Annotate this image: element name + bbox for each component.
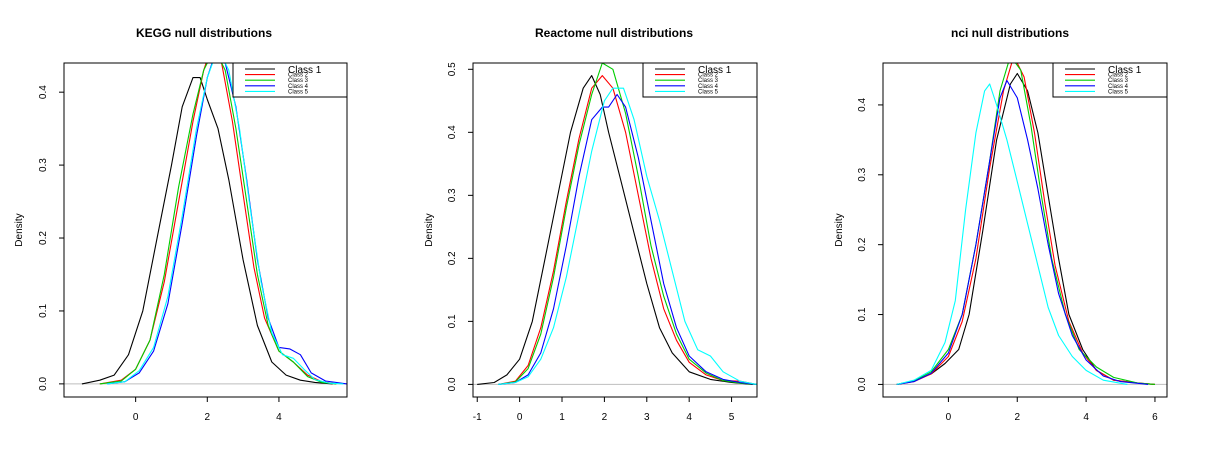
- legend-label: Class 5: [1108, 89, 1129, 95]
- series-group: [477, 63, 757, 385]
- x-axis: 0 2 4 6: [946, 397, 1158, 423]
- x-tick-label: 3: [644, 412, 650, 423]
- y-axis: 0.0 0.1 0.2 0.3 0.4: [857, 98, 883, 391]
- y-tick-label: 0.1: [447, 314, 458, 328]
- chart-panel-2: Reactome null distributions Density -1 0 1 2 3…: [424, 26, 758, 423]
- legend-label: Class 1: [698, 65, 732, 76]
- x-tick-label: 2: [602, 412, 608, 423]
- y-tick-label: 0.1: [857, 307, 868, 321]
- legend-label: Class 5: [288, 89, 309, 95]
- x-tick-label: 0: [517, 412, 523, 423]
- density-line-class-1: [477, 75, 753, 385]
- y-axis-label: Density: [14, 213, 25, 246]
- plot-frame: [63, 62, 348, 398]
- x-tick-label: 2: [1014, 412, 1020, 423]
- series-group: [81, 63, 347, 385]
- x-tick-label: 6: [1152, 412, 1158, 423]
- x-axis: -1 0 1 2 3 4 5: [473, 397, 735, 423]
- y-tick-label: 0.0: [38, 376, 49, 390]
- density-line-class-1: [896, 72, 1156, 385]
- legend-label: Class 4: [698, 84, 719, 90]
- y-tick-label: 0.3: [857, 167, 868, 181]
- y-axis-label: Density: [424, 213, 435, 246]
- x-tick-label: 4: [686, 412, 692, 423]
- y-tick-label: 0.1: [38, 304, 49, 318]
- legend-label: Class 3: [288, 78, 309, 84]
- y-axis-label: Density: [834, 213, 845, 246]
- plot-frame: [472, 62, 758, 398]
- density-line-class-1: [81, 77, 333, 385]
- legend-label: Class 2: [698, 73, 719, 79]
- x-tick-label: -1: [473, 412, 482, 423]
- y-tick-label: 0.4: [38, 85, 49, 99]
- density-line-class-3: [498, 63, 757, 385]
- legend-label: Class 5: [698, 89, 719, 95]
- y-tick-label: 0.0: [447, 377, 458, 391]
- density-line-class-4: [498, 93, 757, 385]
- chart-title: KEGG null distributions: [136, 26, 272, 40]
- y-tick-label: 0.5: [447, 62, 458, 76]
- density-line-class-4: [896, 79, 1149, 385]
- legend-label: Class 3: [1108, 78, 1129, 84]
- legend-label: Class 1: [288, 65, 322, 76]
- y-tick-label: 0.4: [447, 125, 458, 139]
- x-tick-label: 0: [133, 412, 139, 423]
- x-axis: 0 2 4: [133, 397, 282, 423]
- density-line-class-5: [896, 83, 1128, 385]
- density-line-class-5: [106, 63, 344, 385]
- y-tick-label: 0.0: [857, 377, 868, 391]
- series-group: [896, 63, 1156, 385]
- chart-title: Reactome null distributions: [535, 26, 693, 40]
- y-tick-label: 0.4: [857, 98, 868, 112]
- legend-label: Class 4: [288, 84, 309, 90]
- y-tick-label: 0.2: [38, 231, 49, 245]
- y-axis: 0.0 0.1 0.2 0.3 0.4 0.5: [447, 62, 473, 391]
- density-line-class-2: [896, 63, 1156, 385]
- legend-label: Class 2: [1108, 73, 1129, 79]
- y-tick-label: 0.2: [447, 251, 458, 265]
- density-line-class-3: [99, 63, 337, 385]
- x-tick-label: 0: [946, 412, 952, 423]
- density-line-class-2: [498, 75, 757, 385]
- y-tick-label: 0.3: [447, 188, 458, 202]
- x-tick-label: 4: [276, 412, 282, 423]
- y-axis: 0.0 0.1 0.2 0.3 0.4: [38, 85, 64, 391]
- x-tick-label: 5: [729, 412, 735, 423]
- x-tick-label: 4: [1083, 412, 1089, 423]
- y-tick-label: 0.2: [857, 237, 868, 251]
- x-tick-label: 2: [205, 412, 211, 423]
- plot-frame: [882, 62, 1168, 398]
- chart-title: nci null distributions: [951, 26, 1069, 40]
- legend-label: Class 4: [1108, 84, 1129, 90]
- x-tick-label: 1: [559, 412, 565, 423]
- legend-label: Class 2: [288, 73, 309, 79]
- y-tick-label: 0.3: [38, 158, 49, 172]
- density-line-class-5: [498, 87, 757, 385]
- density-line-class-4: [106, 63, 347, 385]
- legend-label: Class 3: [698, 78, 719, 84]
- density-line-class-3: [896, 63, 1156, 385]
- legend-label: Class 1: [1108, 65, 1142, 76]
